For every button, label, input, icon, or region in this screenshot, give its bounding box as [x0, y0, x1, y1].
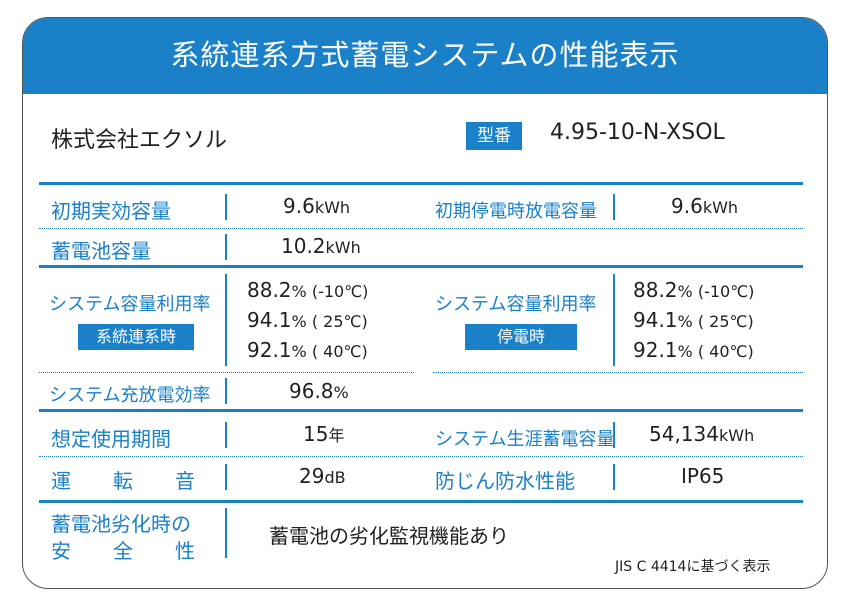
lifetime-capacity-label: システム生涯蓄電容量 [435, 429, 615, 450]
vbar [225, 194, 227, 220]
divider-top [39, 182, 803, 185]
model-number: 4.95-10-N-XSOL [550, 120, 725, 145]
divider-dotted-2b [433, 372, 803, 373]
charge-efficiency-value: 96.8% [289, 379, 349, 403]
battery-capacity-value: 10.2kWh [281, 234, 361, 258]
utilization-grid-line: 94.1% ( 25℃) [247, 308, 368, 332]
utilization-grid-line: 88.2% (-10℃) [247, 278, 369, 302]
vbar [225, 464, 227, 490]
outage-tag: 停電時 [465, 324, 577, 350]
divider-dotted-2a [39, 372, 414, 373]
vbar [225, 508, 227, 558]
vbar [225, 422, 227, 448]
battery-capacity-label: 蓄電池容量 [51, 239, 151, 263]
expected-period-label: 想定使用期間 [51, 427, 171, 451]
degradation-label-line2: 安全性 [51, 539, 237, 563]
protection-label: 防じん防水性能 [435, 469, 575, 493]
divider-2 [39, 265, 803, 268]
model-label-badge: 型番 [466, 122, 522, 150]
vbar [613, 422, 615, 448]
utilization-outage-line: 94.1% ( 25℃) [633, 308, 754, 332]
utilization-outage-line: 88.2% (-10℃) [633, 278, 755, 302]
initial-outage-capacity-label: 初期停電時放電容量 [435, 201, 597, 222]
initial-outage-capacity-value: 9.6kWh [671, 194, 739, 218]
initial-capacity-value: 9.6kWh [283, 194, 351, 218]
vbar [613, 464, 615, 490]
lifetime-capacity-value: 54,134kWh [649, 422, 755, 446]
divider-dotted-1 [39, 228, 803, 229]
protection-value: IP65 [681, 464, 725, 488]
vbar [225, 234, 227, 260]
divider-dotted-3 [39, 456, 803, 457]
vbar [613, 194, 615, 220]
degradation-value: 蓄電池の劣化監視機能あり [269, 524, 509, 548]
page-title: 系統連系方式蓄電システムの性能表示 [23, 18, 827, 94]
initial-capacity-label: 初期実効容量 [51, 199, 171, 223]
company-name: 株式会社エクソル [51, 128, 228, 153]
noise-value: 29dB [299, 464, 346, 488]
performance-label-card: 系統連系方式蓄電システムの性能表示 株式会社エクソル 型番 4.95-10-N-… [22, 17, 828, 589]
utilization-outage-label: システム容量利用率 [435, 294, 597, 315]
vbar [225, 274, 227, 366]
divider-4 [39, 500, 803, 503]
utilization-outage-values: 88.2% (-10℃) 94.1% ( 25℃) 92.1% ( 40℃) [633, 276, 754, 366]
noise-label: 運転音 [51, 469, 237, 493]
grid-connected-tag: 系統連系時 [78, 324, 194, 350]
jis-footnote: JIS C 4414に基づく表示 [615, 559, 771, 575]
utilization-grid-label: システム容量利用率 [49, 294, 211, 315]
utilization-outage-line: 92.1% ( 40℃) [633, 338, 754, 362]
vbar [613, 274, 615, 366]
expected-period-value: 15年 [303, 422, 345, 446]
utilization-grid-values: 88.2% (-10℃) 94.1% ( 25℃) 92.1% ( 40℃) [247, 276, 368, 366]
utilization-grid-line: 92.1% ( 40℃) [247, 338, 368, 362]
degradation-label-line1: 蓄電池劣化時の [51, 512, 191, 536]
divider-3 [39, 409, 803, 412]
vbar [225, 378, 227, 404]
charge-efficiency-label: システム充放電効率 [49, 385, 211, 406]
